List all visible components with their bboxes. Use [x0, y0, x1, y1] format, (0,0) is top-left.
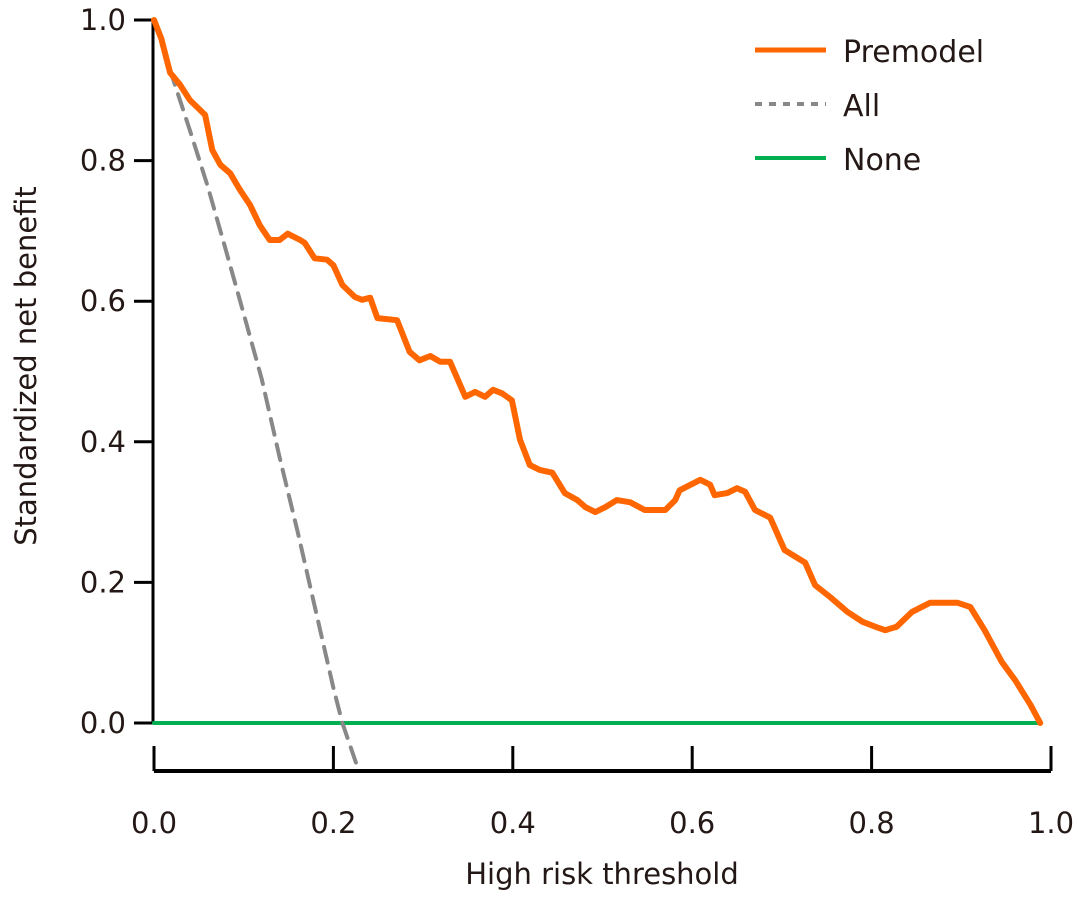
- legend-label-all: All: [843, 89, 880, 124]
- x-tick-label: 1.0: [1028, 806, 1074, 840]
- y-tick-label: 0.0: [80, 706, 126, 740]
- y-axis-title: Standardized net benefit: [9, 186, 43, 546]
- x-tick-label: 0.6: [669, 806, 715, 840]
- x-tick-label: 0.4: [490, 806, 536, 840]
- y-tick-label: 0.4: [80, 425, 126, 459]
- x-tick-label: 0.0: [131, 806, 177, 840]
- axes: 0.0 0.2 0.4 0.6 0.8 1.0 0.0 0.2 0.4 0.6 0.8 1.0: [80, 3, 1074, 840]
- y-tick-label: 0.6: [80, 284, 126, 318]
- series-line-all: [152, 18, 361, 773]
- x-tick-label: 0.2: [310, 806, 356, 840]
- series-group: [151, 17, 1044, 773]
- series-line-premodel: [151, 17, 1044, 726]
- y-tick-label: 1.0: [80, 3, 126, 37]
- x-axis-title: High risk threshold: [465, 857, 739, 891]
- legend: Premodel All None: [755, 35, 984, 178]
- legend-label-premodel: Premodel: [843, 35, 984, 70]
- y-tick-label: 0.2: [80, 565, 126, 599]
- x-tick-label: 0.8: [849, 806, 895, 840]
- y-tick-label: 0.8: [80, 144, 126, 178]
- legend-label-none: None: [843, 143, 921, 178]
